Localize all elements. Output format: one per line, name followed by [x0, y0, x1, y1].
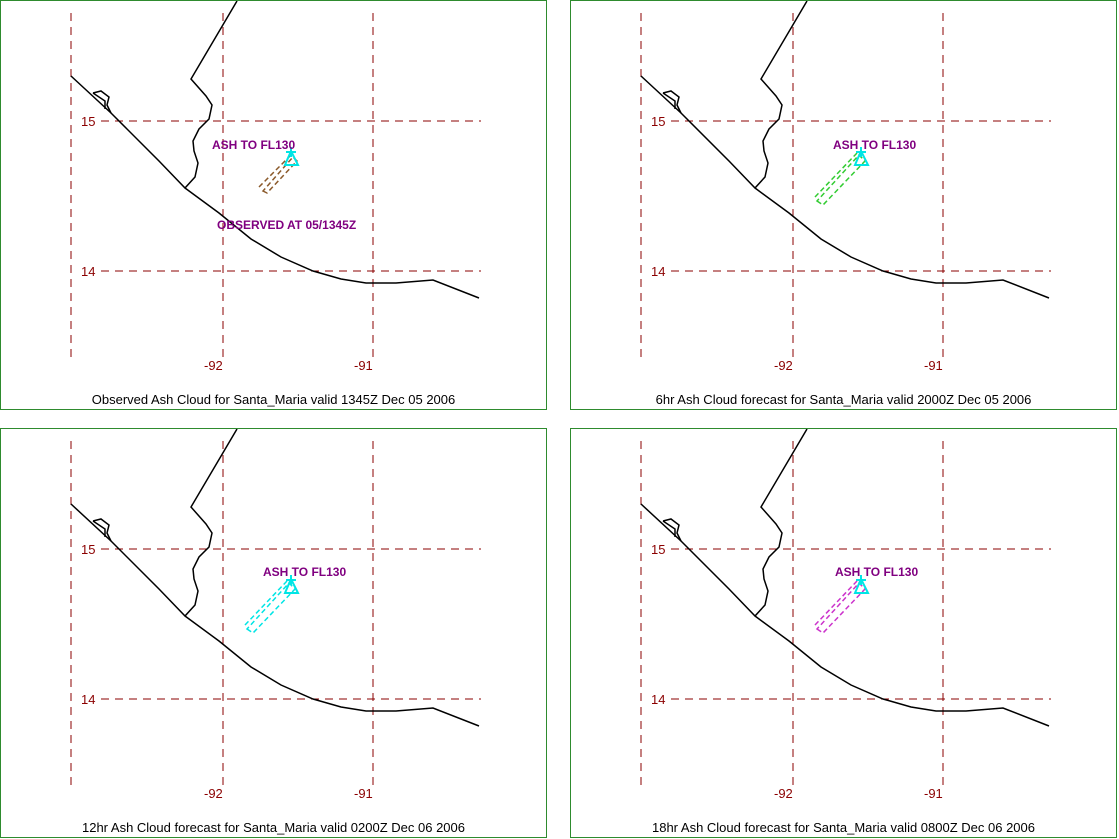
longitude-label: -91: [354, 786, 373, 801]
observed-time-label: OBSERVED AT 05/1345Z: [217, 218, 356, 232]
latitude-label: 15: [81, 542, 95, 557]
latitude-label: 15: [651, 114, 665, 129]
map-panel-18hr-forecast: 15 14 -92 -91 ASH TO FL130 18hr Ash Cloud fo…: [570, 428, 1117, 838]
map-canvas: 15 14 -92 -91 ASH TO FL130 OBSERVED AT 05/134…: [70, 1, 481, 373]
longitude-label: -91: [924, 786, 943, 801]
coastline-detail: [92, 518, 112, 542]
coastline-detail: [662, 90, 682, 114]
panel-caption: 18hr Ash Cloud forecast for Santa_Maria …: [651, 820, 1035, 835]
latitude-label: 14: [651, 264, 665, 279]
longitude-label: -91: [924, 358, 943, 373]
coastline: [640, 429, 1050, 727]
longitude-label: -91: [354, 358, 373, 373]
panel-caption: Observed Ash Cloud for Santa_Maria valid…: [91, 392, 456, 407]
map-canvas: 15 14 -92 -91 ASH TO FL130: [70, 429, 481, 801]
map-panel-6hr-forecast: 15 14 -92 -91 ASH TO FL130 6hr Ash Cloud for…: [570, 0, 1117, 410]
latitude-label: 14: [651, 692, 665, 707]
ash-cloud-polygon: [258, 154, 299, 194]
latitude-label: 15: [81, 114, 95, 129]
longitude-label: -92: [774, 786, 793, 801]
coastline-detail: [662, 518, 682, 542]
longitude-label: -92: [774, 358, 793, 373]
map-panel-12hr-forecast: 15 14 -92 -91 ASH TO FL130 12hr Ash Cloud fo…: [0, 428, 547, 838]
volcano-marker: [853, 147, 870, 166]
volcano-marker: [283, 147, 300, 166]
coastline: [640, 1, 1050, 299]
ash-height-label: ASH TO FL130: [263, 565, 346, 579]
coastline-detail: [92, 90, 112, 114]
latitude-label: 15: [651, 542, 665, 557]
map-panel-observed: 15 14 -92 -91 ASH TO FL130 OBSERVED AT 05/134…: [0, 0, 547, 410]
coastline: [70, 1, 480, 299]
longitude-label: -92: [204, 358, 223, 373]
panel-caption: 12hr Ash Cloud forecast for Santa_Maria …: [81, 820, 465, 835]
latitude-label: 14: [81, 264, 95, 279]
map-canvas: 15 14 -92 -91 ASH TO FL130: [640, 1, 1051, 373]
ash-height-label: ASH TO FL130: [212, 138, 295, 152]
panel-caption: 6hr Ash Cloud forecast for Santa_Maria v…: [655, 392, 1032, 407]
volcano-marker: [283, 575, 300, 594]
latitude-label: 14: [81, 692, 95, 707]
ash-height-label: ASH TO FL130: [833, 138, 916, 152]
volcano-marker: [853, 575, 870, 594]
ash-height-label: ASH TO FL130: [835, 565, 918, 579]
map-canvas: 15 14 -92 -91 ASH TO FL130: [640, 429, 1051, 801]
coastline: [70, 429, 480, 727]
longitude-label: -92: [204, 786, 223, 801]
